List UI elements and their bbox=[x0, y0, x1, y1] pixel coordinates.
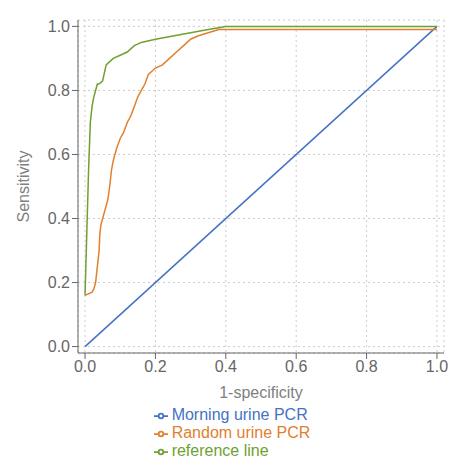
svg-text:1.0: 1.0 bbox=[48, 18, 70, 35]
html-text:Random urine PCR: Random urine PCR bbox=[171, 424, 311, 441]
svg-text:0.6: 0.6 bbox=[285, 358, 307, 375]
svg-text:Sensitivity: Sensitivity bbox=[15, 150, 32, 222]
svg-text:0.6: 0.6 bbox=[48, 146, 70, 163]
svg-text:0.4: 0.4 bbox=[48, 210, 70, 227]
html-text:reference line: reference line bbox=[171, 442, 269, 459]
svg-text:0.0: 0.0 bbox=[74, 358, 96, 375]
svg-text:0.4: 0.4 bbox=[215, 358, 237, 375]
svg-text:0.8: 0.8 bbox=[355, 358, 377, 375]
svg-text:1.0: 1.0 bbox=[426, 358, 448, 375]
svg-text:0.8: 0.8 bbox=[48, 82, 70, 99]
svg-text:1-specificity: 1-specificity bbox=[219, 384, 303, 401]
svg-text:0.2: 0.2 bbox=[48, 274, 70, 291]
svg-text:0.0: 0.0 bbox=[48, 338, 70, 355]
svg-text:0.2: 0.2 bbox=[144, 358, 166, 375]
html-text:Morning urine PCR: Morning urine PCR bbox=[171, 406, 308, 423]
